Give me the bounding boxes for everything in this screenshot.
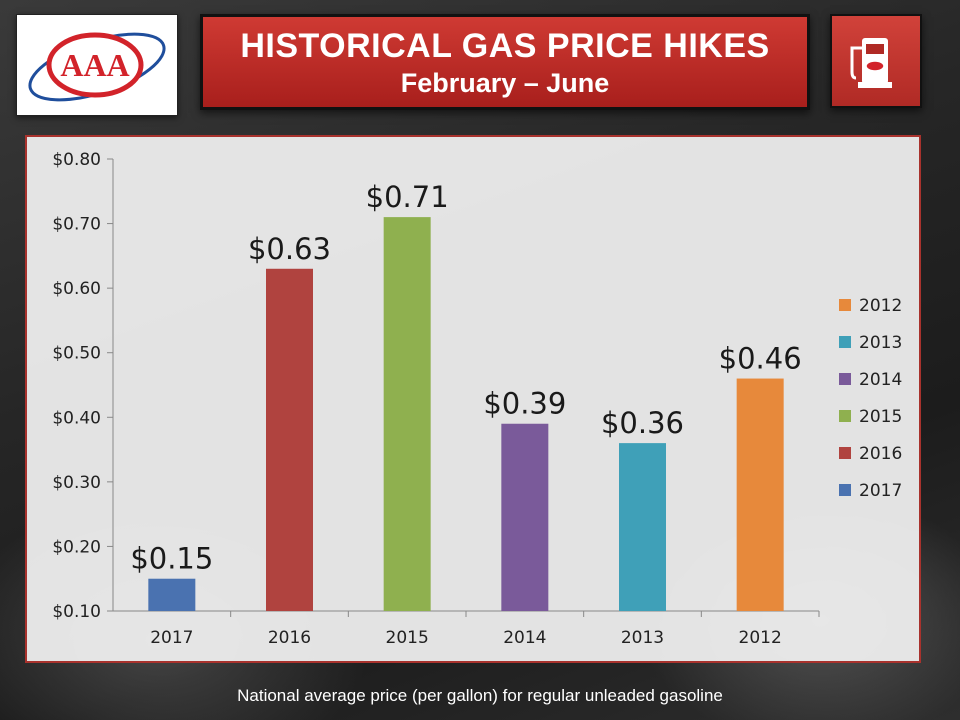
legend-swatch-2016 [839, 447, 851, 459]
y-tick-label: $0.80 [52, 150, 101, 170]
y-tick-label: $0.70 [52, 215, 101, 235]
bar-2014 [501, 423, 549, 611]
gas-pump-icon [830, 14, 922, 108]
bar-2012 [736, 378, 784, 611]
legend-swatch-2014 [839, 373, 851, 385]
legend-label-2017: 2017 [859, 481, 902, 501]
chart-legend: 2012 2013 2014 2015 2016 2017 [839, 296, 902, 501]
y-tick-label: $0.60 [52, 279, 101, 299]
legend-label-2013: 2013 [859, 333, 902, 353]
bar-2016 [266, 268, 313, 611]
y-tick-label: $0.20 [52, 537, 101, 557]
y-tick-label: $0.10 [52, 602, 101, 622]
page-subtitle: February – June [400, 68, 610, 98]
data-label-2014: $0.39 [483, 387, 566, 421]
bar-2017 [148, 578, 196, 611]
x-tick-label-2014: 2014 [503, 628, 546, 648]
legend-swatch-2013 [839, 336, 851, 348]
data-label-2015: $0.71 [366, 180, 449, 214]
y-tick-label: $0.50 [52, 344, 101, 364]
legend-swatch-2017 [839, 484, 851, 496]
legend-swatch-2012 [839, 299, 851, 311]
aaa-logo: AAA [16, 14, 178, 116]
page-title: HISTORICAL GAS PRICE HIKES [240, 27, 770, 65]
data-label-2017: $0.15 [130, 542, 213, 576]
bar-2013 [619, 443, 666, 611]
label-layer: $0.15 $0.63 $0.71 $0.39 $0.36 $0.46 [130, 180, 801, 576]
data-label-2012: $0.46 [719, 342, 802, 376]
bar-chart: $0.10 $0.20 $0.30 $0.40 $0.50 $0.60 $0.70 $0.80… [52, 150, 902, 648]
logo-text: AAA [60, 47, 129, 83]
y-tick-label: $0.40 [52, 408, 101, 428]
bar-layer [148, 217, 784, 611]
chart-panel: $0.10 $0.20 $0.30 $0.40 $0.50 $0.60 $0.70 $0.80… [25, 135, 921, 663]
x-tick-label-2013: 2013 [621, 628, 664, 648]
legend-label-2014: 2014 [859, 370, 902, 390]
bar-2015 [383, 217, 431, 611]
x-tick-label-2012: 2012 [739, 628, 782, 648]
gas-pump-graphic [850, 38, 892, 88]
x-tick-label-2015: 2015 [386, 628, 429, 648]
axis-layer: $0.10 $0.20 $0.30 $0.40 $0.50 $0.60 $0.70 $0.80… [52, 150, 820, 648]
legend-label-2016: 2016 [859, 444, 902, 464]
title-banner: HISTORICAL GAS PRICE HIKES February – Ju… [200, 14, 810, 110]
data-label-2016: $0.63 [248, 232, 331, 266]
y-tick-label: $0.30 [52, 473, 101, 493]
data-label-2013: $0.36 [601, 406, 684, 440]
aaa-logo-graphic: AAA [28, 32, 166, 102]
legend-label-2015: 2015 [859, 407, 902, 427]
legend-label-2012: 2012 [859, 296, 902, 316]
legend-swatch-2015 [839, 410, 851, 422]
x-tick-label-2016: 2016 [268, 628, 311, 648]
x-tick-label-2017: 2017 [150, 628, 193, 648]
chart-caption: National average price (per gallon) for … [237, 686, 723, 705]
